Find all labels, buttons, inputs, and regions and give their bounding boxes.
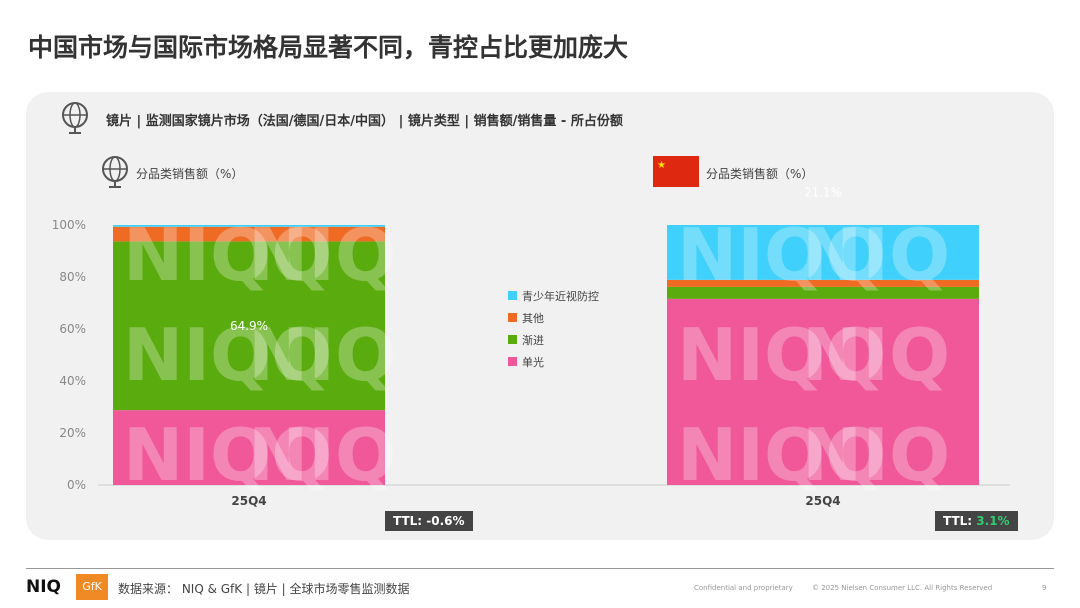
legend-label: 渐进 (522, 333, 544, 347)
bar-segment-青少年近视防控 (667, 225, 979, 280)
page-number: 9 (1042, 584, 1047, 592)
y-tick-label: 60% (59, 322, 86, 336)
watermark: NIQ (802, 313, 950, 397)
confidential-text: Confidential and proprietary (694, 584, 793, 592)
left-ttl-badge: TTL: -0.6% (385, 511, 473, 531)
y-tick-label: 40% (59, 374, 86, 388)
watermark: NIQ (248, 213, 396, 297)
ttl-label: TTL: (943, 514, 977, 528)
data-source: 数据来源： NIQ & GfK | 镜片 | 全球市场零售监测数据 (118, 582, 410, 596)
china-flag-icon: ★ (653, 156, 699, 187)
subtitle: 镜片 | 监测国家镜片市场（法国/德国/日本/中国） | 镜片类型 | 销售额/… (106, 114, 623, 129)
right-ttl-badge: TTL: 3.1% (935, 511, 1018, 531)
bar-segment-单光 (667, 298, 979, 485)
y-tick-label: 0% (67, 478, 86, 492)
y-tick-label: 80% (59, 270, 86, 284)
data-label: 64.9% (230, 319, 268, 333)
right-chart-title: 分品类销售额（%） (706, 167, 814, 181)
watermark: NIQ (248, 413, 396, 497)
data-label: 21.1% (804, 185, 842, 199)
legend-label: 青少年近视防控 (522, 289, 599, 303)
svg-text:★: ★ (657, 160, 666, 171)
watermark: NIQQ (123, 213, 332, 297)
watermark: NIQQ (677, 413, 886, 497)
watermark: NIQQ (123, 413, 332, 497)
watermark: NIQ (802, 413, 950, 497)
watermark: NIQ (802, 213, 950, 297)
bar-segment-其他 (113, 226, 385, 242)
y-tick-label: 100% (52, 218, 86, 232)
y-tick-label: 20% (59, 426, 86, 440)
bar-segment-单光 (113, 410, 385, 485)
legend-label: 单光 (522, 355, 544, 369)
legend-swatch (508, 357, 517, 366)
legend-label: 其他 (522, 312, 544, 325)
watermark: NIQQ (123, 313, 332, 397)
watermark: NIQ (248, 313, 396, 397)
bar-segment-渐进 (667, 286, 979, 299)
bar-segment-青少年近视防控 (113, 225, 385, 227)
watermark: NIQQ (677, 213, 886, 297)
copyright-text: © 2025 Nielsen Consumer LLC. All Rights … (812, 584, 993, 592)
ttl-value: -0.6% (426, 514, 465, 528)
bar-segment-渐进 (113, 241, 385, 411)
watermark: NIQQ (677, 313, 886, 397)
page-title: 中国市场与国际市场格局显著不同，青控占比更加庞大 (28, 33, 629, 62)
globe-icon (102, 156, 128, 188)
globe-icon (62, 102, 88, 134)
legend-swatch (508, 313, 517, 322)
left-chart-title: 分品类销售额（%） (136, 167, 244, 181)
bar-segment-其他 (667, 279, 979, 287)
legend-swatch (508, 335, 517, 344)
gfk-logo: GfK (76, 574, 108, 600)
ttl-value: 3.1% (976, 514, 1010, 528)
ttl-label: TTL: (393, 514, 427, 528)
legend-swatch (508, 291, 517, 300)
niq-logo: NIQ (26, 577, 62, 597)
footer-divider (26, 568, 1054, 569)
x-tick-label: 25Q4 (231, 494, 266, 508)
x-tick-label: 25Q4 (805, 494, 840, 508)
